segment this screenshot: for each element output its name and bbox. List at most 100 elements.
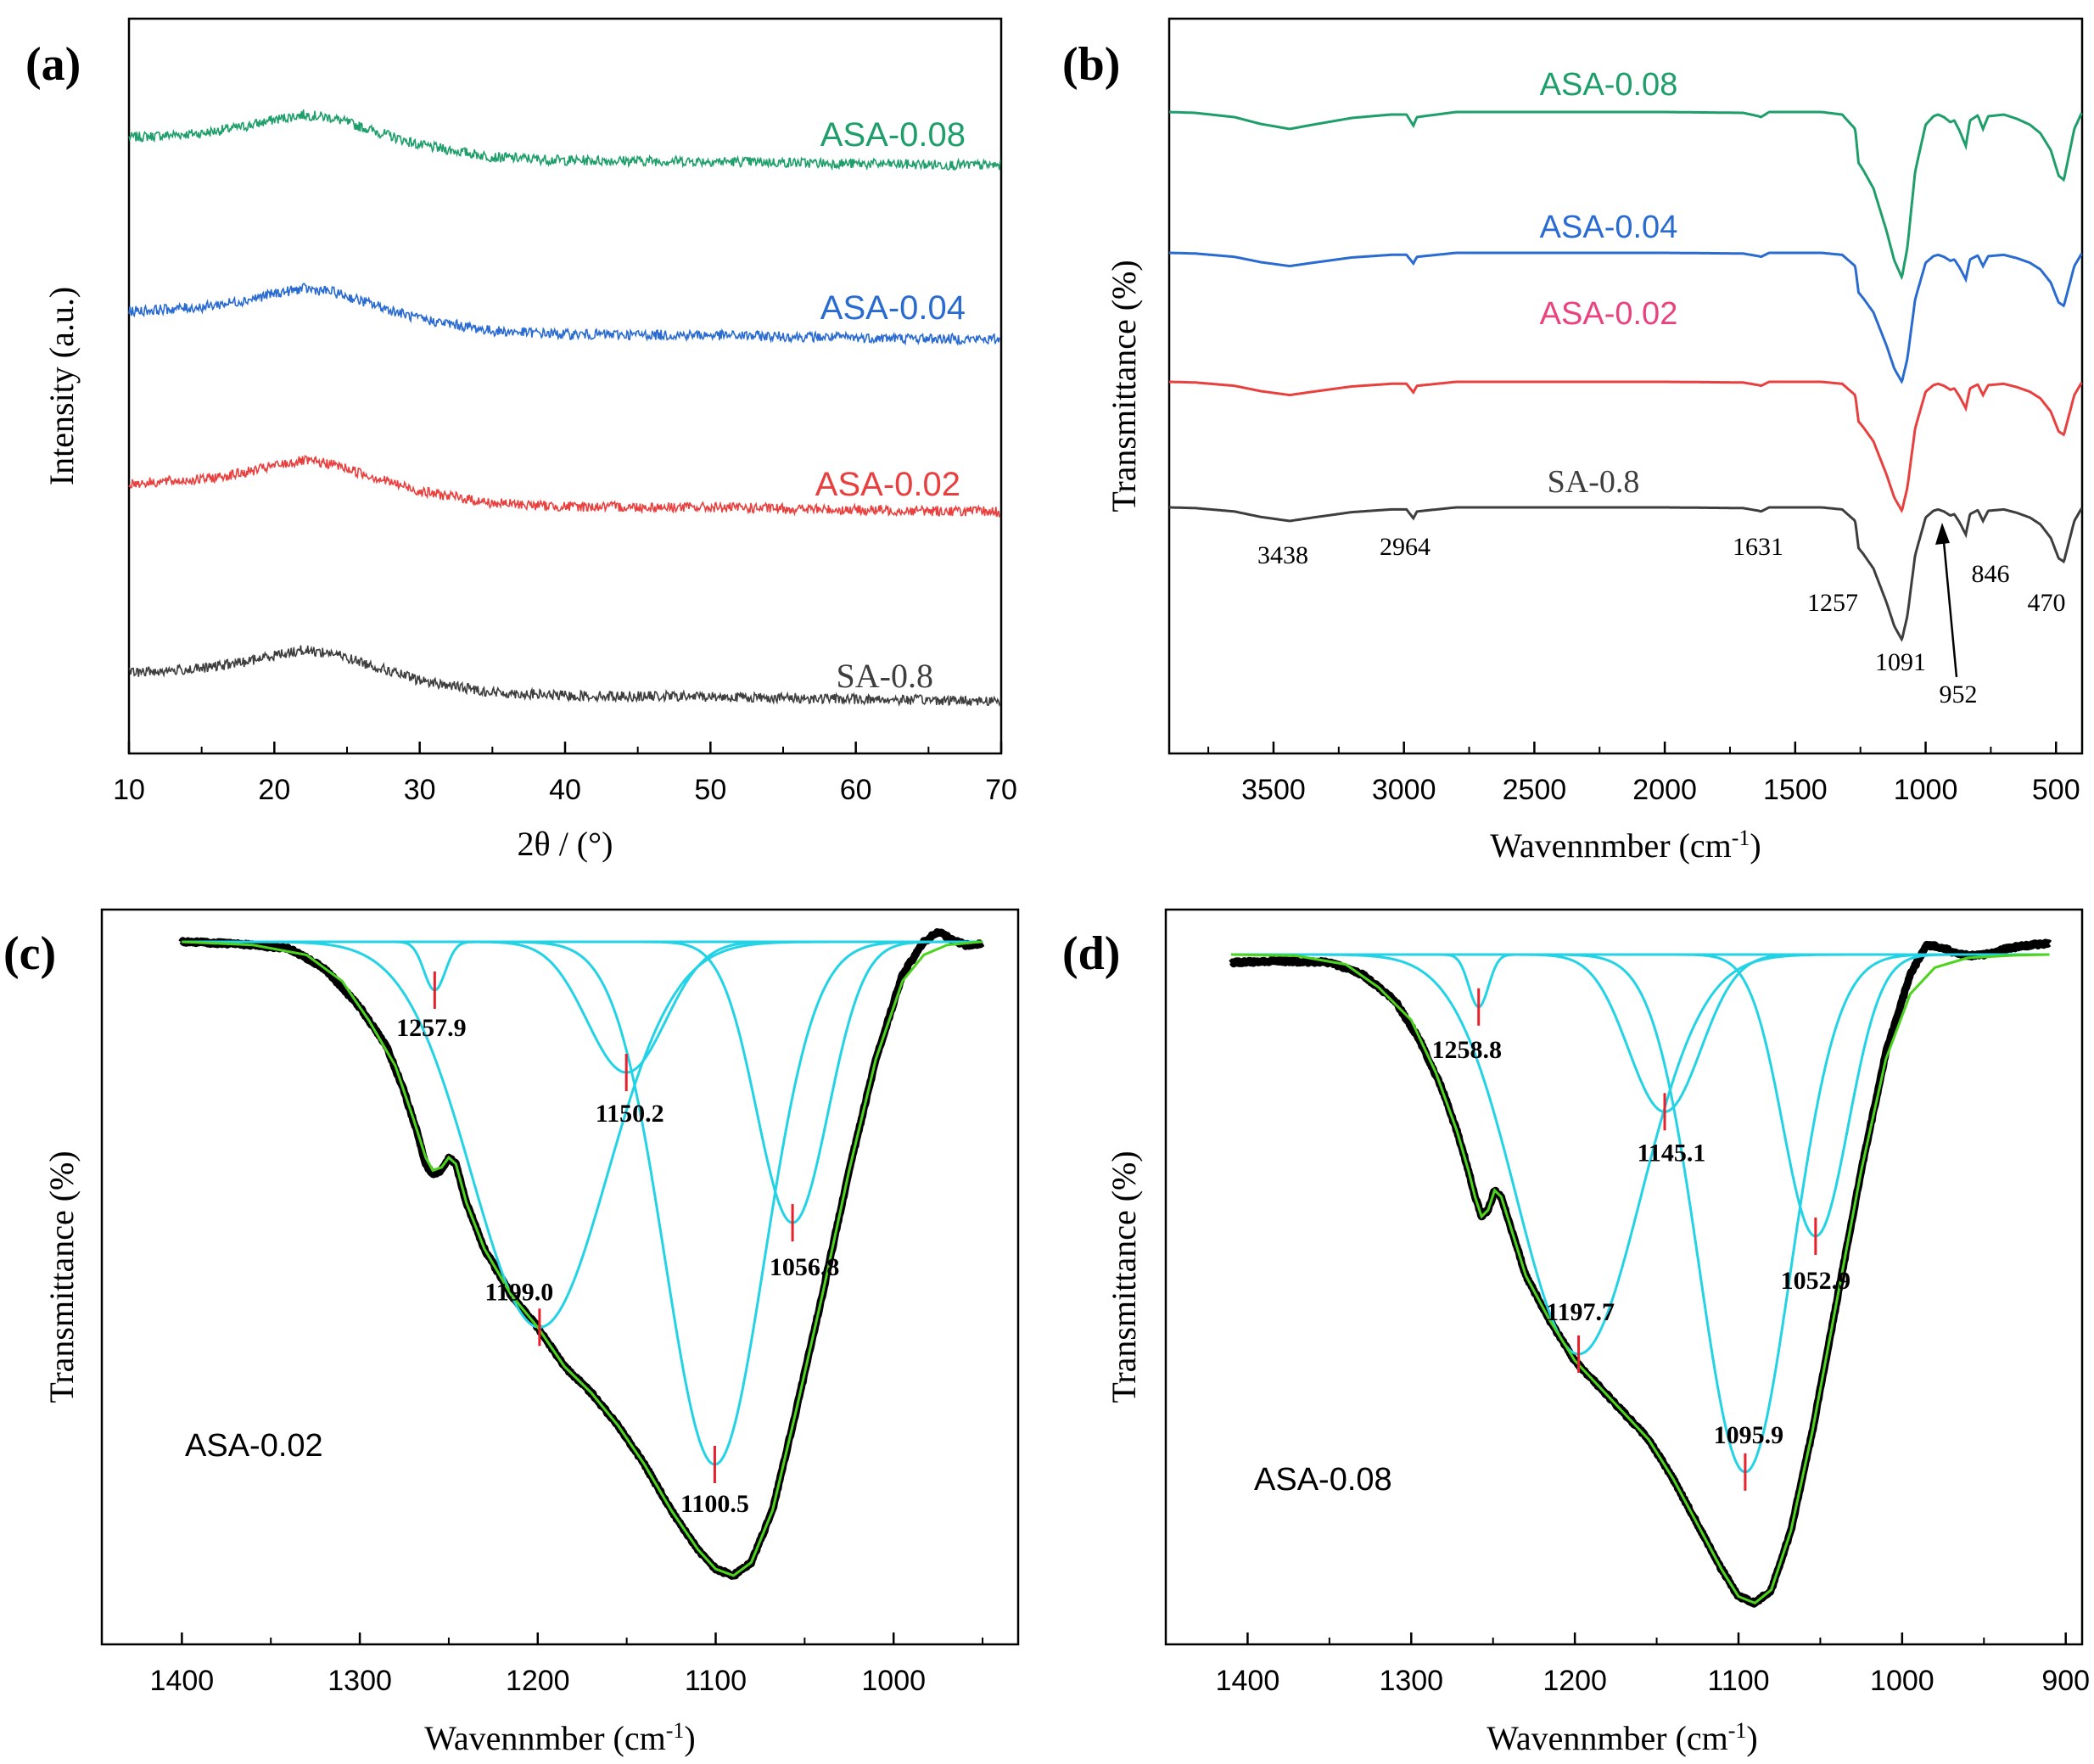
panel-a-tick-label-40: 40 [549, 774, 581, 806]
panel-d-tick-label-1300: 1300 [1379, 1665, 1443, 1697]
panel-a-series-asa-0.04 [128, 283, 1001, 346]
panel-d-peak-label-1095.9: 1095.9 [1714, 1421, 1784, 1449]
panel-b-annotation-2964: 2964 [1380, 533, 1431, 561]
panel-d-tick-label-1400: 1400 [1216, 1665, 1280, 1697]
panel-a-legend-asa-0.02: ASA-0.02 [815, 466, 960, 503]
panel-a-series [128, 109, 1001, 708]
panel-a: (a) 2θ / (°) Intensity (a.u.) 10 20 30 40 50… [25, 17, 1017, 863]
panel-b-series-sa-0.8 [1169, 506, 2083, 642]
panel-b-tick-label-1500: 1500 [1763, 774, 1828, 806]
panel-c-frame [100, 908, 1020, 1646]
panel-d-component-1052.9 [1231, 953, 2050, 1238]
panel-c-tick-label-1300: 1300 [328, 1665, 392, 1697]
panel-d-tick-label-1000: 1000 [1870, 1665, 1934, 1697]
panel-b-legend: ASA-0.08 ASA-0.04 ASA-0.02 SA-0.8 [1540, 67, 1678, 500]
panel-c-tick-label-1200: 1200 [506, 1665, 570, 1697]
panel-c-tick-label-1100: 1100 [685, 1665, 747, 1697]
panel-c-component-1056.8 [182, 940, 983, 1224]
panel-b-label: (b) [1062, 38, 1120, 91]
panel-d-tick-label-1100: 1100 [1707, 1665, 1769, 1697]
panel-b-annotation-3438: 3438 [1257, 541, 1308, 569]
panel-b-tick-label-2000: 2000 [1632, 774, 1697, 806]
panel-b-annotation-470: 470 [2028, 589, 2066, 617]
panel-b-series-asa-0.02 [1169, 380, 2083, 513]
panel-c: (c) Wavennmber (cm-1) Transmittance (%) … [3, 908, 1020, 1758]
panel-b-annotation-1091: 1091 [1875, 648, 1926, 676]
panel-b-arrow-952-head [1935, 523, 1950, 545]
panel-d-xaxis: 1400 1300 1200 1100 1000 900 [1216, 1632, 2090, 1697]
panel-d-peak-label-1145.1: 1145.1 [1638, 1139, 1706, 1167]
panel-a-tick-label-30: 30 [404, 774, 436, 806]
panel-b-tick-label-2500: 2500 [1503, 774, 1567, 806]
panel-d-label: (d) [1062, 927, 1120, 980]
panel-a-tick-label-20: 20 [258, 774, 290, 806]
panel-a-legend-sa-0.8: SA-0.8 [837, 657, 933, 695]
panel-b-legend-asa-0.08: ASA-0.08 [1540, 67, 1678, 103]
panel-a-ylabel: Intensity (a.u.) [42, 287, 81, 485]
panel-b-series-asa-0.08 [1169, 110, 2083, 281]
panel-d-component-1258.8 [1231, 953, 2050, 1009]
panel-d-sample-label: ASA-0.08 [1254, 1462, 1392, 1498]
panel-c-peak-label-1257.9: 1257.9 [396, 1014, 467, 1042]
panel-a-tick-label-50: 50 [694, 774, 726, 806]
panel-d-peak-label-1258.8: 1258.8 [1431, 1036, 1502, 1064]
panel-a-legend-asa-0.04: ASA-0.04 [820, 289, 966, 327]
panel-b-annotation-846: 846 [1972, 560, 2010, 588]
panel-c-xaxis: 1400 1300 1200 1100 1000 [150, 1632, 984, 1697]
panel-b-tick-label-500: 500 [2032, 774, 2080, 806]
panel-c-peak-label-1100.5: 1100.5 [680, 1490, 749, 1518]
panel-b-tick-label-1000: 1000 [1894, 774, 1958, 806]
panel-b-tick-label-3500: 3500 [1241, 774, 1306, 806]
panel-b-arrow-952-shaft [1941, 532, 1958, 678]
panel-b-legend-asa-0.02: ASA-0.02 [1540, 296, 1678, 332]
panel-a-xaxis: 10 20 30 40 50 60 70 [113, 742, 1017, 806]
panel-d-fit-curve [1231, 953, 2050, 1605]
panel-a-tick-label-70: 70 [985, 774, 1017, 806]
panel-c-ylabel: Transmittance (%) [42, 1151, 81, 1403]
panel-c-peak-label-1150.2: 1150.2 [596, 1100, 664, 1128]
panel-c-xlabel: Wavennmber (cm-1) [424, 1718, 695, 1758]
panel-a-label: (a) [25, 38, 81, 91]
panel-d-measured-curve [1228, 938, 2052, 1608]
panel-d-component-1095.9 [1231, 953, 2050, 1474]
panel-d-peak-label-1052.9: 1052.9 [1781, 1267, 1851, 1295]
panel-d-xlabel: Wavennmber (cm-1) [1487, 1718, 1757, 1758]
panel-c-peak-markers: 1257.9 1199.0 1150.2 1100.5 1056.8 [396, 971, 840, 1518]
panel-a-series-asa-0.02 [128, 455, 1001, 518]
panel-d-peak-markers: 1258.8 1197.7 1145.1 1095.9 1052.9 [1431, 988, 1850, 1491]
panel-c-peak-label-1199.0: 1199.0 [484, 1278, 553, 1306]
panel-b-annotation-1631: 1631 [1733, 533, 1783, 561]
panel-c-sample-label: ASA-0.02 [185, 1428, 323, 1464]
panel-b-annotation-952: 952 [1940, 680, 1978, 708]
panel-c-tick-label-1000: 1000 [861, 1665, 926, 1697]
panel-b-ylabel: Transmittance (%) [1105, 260, 1143, 512]
panel-b-series [1169, 110, 2083, 642]
panel-a-tick-label-60: 60 [840, 774, 872, 806]
panel-a-series-asa-0.08 [128, 109, 1001, 171]
panel-a-tick-label-10: 10 [113, 774, 145, 806]
panel-d-curves [1228, 938, 2052, 1608]
panel-c-fit-curve [182, 940, 983, 1577]
panel-d-tick-label-1200: 1200 [1543, 1665, 1607, 1697]
panel-d-tick-label-900: 900 [2041, 1665, 2090, 1697]
panel-b-legend-asa-0.04: ASA-0.04 [1540, 210, 1678, 245]
panel-b-xaxis: 3500 3000 2500 2000 1500 1000 500 [1207, 742, 2080, 806]
panel-d-frame [1164, 908, 2084, 1646]
panel-c-label: (c) [3, 927, 56, 980]
panel-c-peak-label-1056.8: 1056.8 [770, 1253, 840, 1281]
panel-a-xlabel: 2θ / (°) [518, 825, 613, 863]
panel-b-annotations: 3438 2964 1631 1257 1091 952 846 470 [1257, 523, 2066, 708]
panel-c-tick-label-1400: 1400 [150, 1665, 215, 1697]
panel-c-curves [178, 928, 986, 1580]
panel-b-frame [1167, 17, 2084, 755]
panel-b-series-asa-0.04 [1169, 251, 2083, 384]
panel-b-annotation-1257: 1257 [1807, 589, 1858, 617]
panel-b: (b) Wavennmber (cm-1) Transmittance (%) … [1062, 17, 2084, 865]
panel-b-tick-label-3000: 3000 [1372, 774, 1436, 806]
panel-d-ylabel: Transmittance (%) [1105, 1151, 1143, 1403]
panel-a-legend: ASA-0.08 ASA-0.04 ASA-0.02 SA-0.8 [815, 116, 966, 695]
panel-b-xlabel: Wavennmber (cm-1) [1490, 826, 1761, 865]
panel-c-component-1150.2 [182, 940, 983, 1074]
panel-d: (d) Wavennmber (cm-1) Transmittance (%) … [1062, 908, 2090, 1758]
